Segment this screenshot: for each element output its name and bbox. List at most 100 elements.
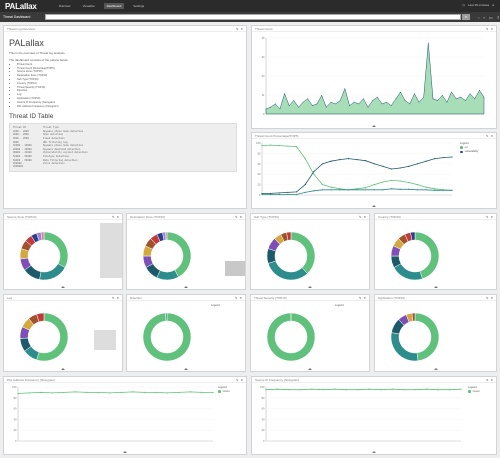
user-icon[interactable]: ●: [492, 3, 494, 7]
y-tick-label: 100: [256, 141, 261, 145]
edit-icon[interactable]: ✎: [485, 295, 489, 300]
expand-toggle-icon[interactable]: [308, 368, 312, 370]
data-point: [399, 188, 401, 190]
data-point: [353, 101, 355, 103]
share-icon[interactable]: ⇪: [496, 14, 500, 20]
topbar-controls: ◷ Last 15 minutes ●: [462, 3, 494, 7]
data-point: [177, 391, 180, 393]
app-logo[interactable]: PALallax: [5, 1, 37, 11]
data-point: [339, 188, 341, 190]
close-icon[interactable]: ✕: [490, 377, 493, 382]
y-tick-label: 60: [262, 407, 265, 411]
close-icon[interactable]: ✕: [239, 295, 242, 300]
edit-icon[interactable]: ✎: [235, 377, 239, 382]
pie-slice: [165, 312, 168, 322]
data-point: [143, 391, 145, 393]
legend-item[interactable]: vulnerability: [460, 150, 478, 153]
edit-icon[interactable]: ✎: [485, 26, 489, 31]
close-icon[interactable]: ✕: [116, 214, 119, 219]
y-tick-label: 23: [262, 74, 265, 78]
legend-item[interactable]: url: [460, 146, 478, 149]
data-point: [265, 108, 267, 110]
legend-dot: [468, 390, 471, 393]
data-point: [270, 193, 272, 196]
table-row: 30000 - 44999 Vulnerability exploit detec…: [13, 151, 233, 154]
open-icon[interactable]: ▭: [488, 14, 493, 20]
close-icon[interactable]: ✕: [490, 26, 493, 31]
expand-toggle-icon[interactable]: [372, 205, 376, 207]
nav-dashboard[interactable]: Dashboard: [103, 3, 125, 9]
data-point: [287, 191, 289, 193]
expand-toggle-icon[interactable]: [61, 286, 65, 288]
close-icon[interactable]: ✕: [363, 295, 366, 300]
close-icon[interactable]: ✕: [116, 295, 119, 300]
close-icon[interactable]: ✕: [363, 214, 366, 219]
expand-toggle-icon[interactable]: [372, 125, 376, 127]
data-point: [270, 106, 272, 108]
expand-toggle-icon[interactable]: [123, 451, 127, 453]
legend-item[interactable]: Count: [218, 390, 230, 393]
data-point: [295, 191, 298, 193]
edit-icon[interactable]: ✎: [485, 377, 489, 382]
data-point: [451, 189, 453, 191]
threat-id-table: Threat ID Threat Type 1000 - 8000 Spyware p…: [9, 122, 237, 172]
list-item: PAL Address Frequency (histogram): [17, 105, 241, 108]
data-point: [373, 189, 375, 191]
threat-type-cell: Data filtering detection: [43, 158, 78, 162]
new-icon[interactable]: ▫: [478, 14, 480, 20]
nav-settings[interactable]: Settings: [133, 4, 145, 8]
data-point: [390, 168, 393, 170]
legend-box: [94, 330, 116, 350]
close-icon[interactable]: ✕: [240, 377, 243, 382]
legend-item[interactable]: Count: [468, 390, 480, 393]
legend-box: [100, 223, 122, 278]
data-point: [416, 163, 419, 165]
edit-icon[interactable]: ✎: [358, 295, 362, 300]
data-point: [399, 167, 401, 169]
search-input[interactable]: [44, 14, 462, 20]
legend-title: Legend: [460, 142, 469, 145]
expand-toggle-icon[interactable]: [308, 286, 312, 288]
legend-label: Count: [222, 390, 230, 394]
edit-icon[interactable]: ✎: [358, 214, 362, 219]
close-icon[interactable]: ✕: [490, 133, 493, 138]
time-range-label[interactable]: Last 15 minutes: [468, 3, 490, 7]
close-icon[interactable]: ✕: [490, 295, 493, 300]
nav-discover[interactable]: Discover: [59, 4, 71, 8]
edit-icon[interactable]: ✎: [235, 26, 239, 31]
area-series: [265, 43, 485, 115]
nav-visualize[interactable]: Visualize: [82, 4, 95, 8]
threat-id-cell: 9999: [13, 140, 19, 144]
search-icon[interactable]: ⌕: [462, 14, 471, 20]
overview-heading: PALallax: [9, 38, 44, 48]
edit-icon[interactable]: ✎: [485, 133, 489, 138]
expand-toggle-icon[interactable]: [433, 368, 438, 370]
save-icon[interactable]: ▪: [483, 14, 485, 20]
direction-donut: [142, 312, 192, 362]
threat-percentage-chart: 0 20 40 60 80 100: [256, 141, 453, 197]
data-point: [278, 192, 280, 194]
edit-icon[interactable]: ✎: [111, 214, 115, 219]
close-icon[interactable]: ✕: [239, 214, 242, 219]
data-point: [478, 89, 480, 91]
expand-toggle-icon[interactable]: [433, 286, 438, 288]
close-icon[interactable]: ✕: [490, 214, 493, 219]
edit-icon[interactable]: ✎: [234, 214, 238, 219]
clock-icon[interactable]: ◷: [462, 3, 465, 7]
panel-title: Log: [7, 295, 13, 300]
data-point: [367, 106, 369, 108]
panel-threat-log-overview: Threat Log Overview ✎ ✕ PALallax This is …: [3, 25, 247, 209]
edit-icon[interactable]: ✎: [111, 295, 115, 300]
edit-icon[interactable]: ✎: [485, 214, 489, 219]
edit-icon[interactable]: ✎: [234, 295, 238, 300]
data-point: [409, 103, 411, 105]
expand-toggle-icon[interactable]: [61, 368, 65, 370]
expand-toggle-icon[interactable]: [184, 368, 188, 370]
list-item: Sub Type (TOP10): [17, 78, 241, 81]
close-icon[interactable]: ✕: [240, 26, 243, 31]
expand-toggle-icon[interactable]: [184, 286, 188, 288]
threat-id-cell: 20000 - 29999: [13, 147, 32, 151]
application-donut: [390, 312, 440, 362]
data-point: [390, 179, 393, 182]
expand-toggle-icon[interactable]: [372, 451, 376, 453]
